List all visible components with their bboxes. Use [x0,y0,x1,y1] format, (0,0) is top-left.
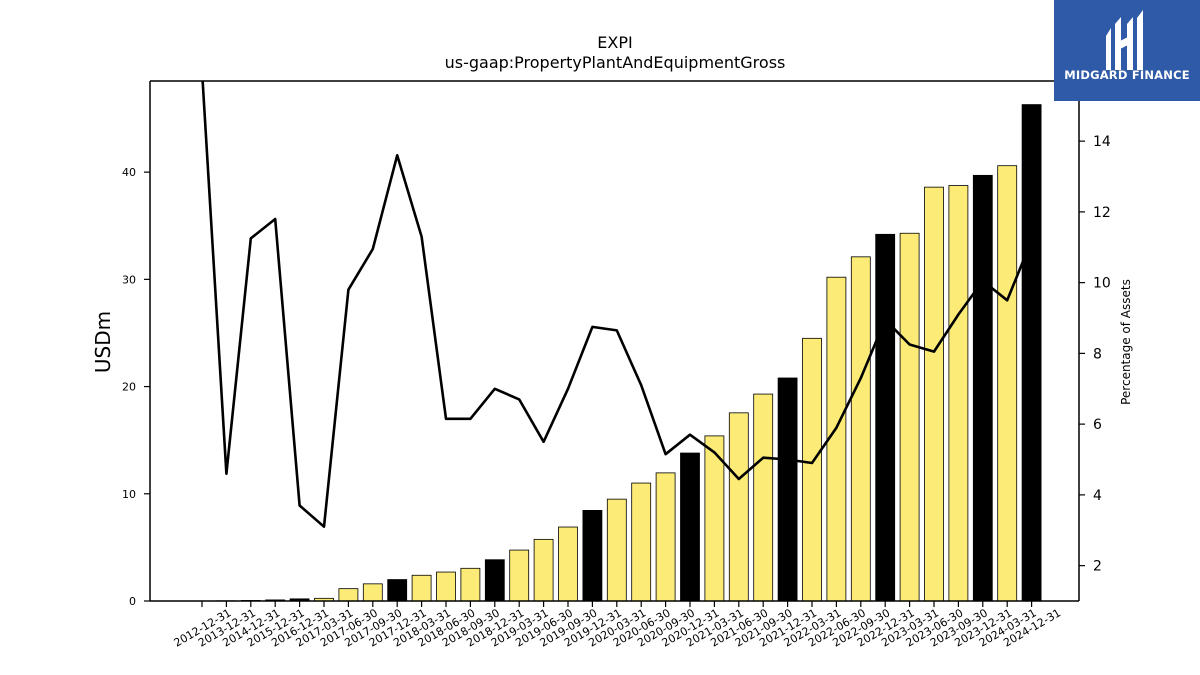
y-tick-label: 10 [122,488,136,501]
y2-axis-label: Percentage of Assets [1119,279,1133,405]
bar-2021-06-30 [728,412,749,602]
axes [144,80,1085,607]
bar-2024-03-31 [997,165,1018,602]
bar-2020-09-30 [655,472,676,602]
y-tick-label: 0 [129,595,136,608]
bar-2019-06-30 [533,538,554,602]
bar-2020-12-31 [680,452,700,602]
y2-tick-label: 14 [1093,134,1111,150]
bar-2018-06-30 [436,571,456,602]
y2-tick-label: 6 [1093,417,1102,433]
bar-2023-06-30 [924,186,944,602]
percentage-of-assets-line [201,81,1033,529]
logo: MIDGARD FINANCE [1054,0,1200,101]
logo-text: MIDGARD FINANCE [1064,68,1190,82]
y-axis-label: USDm [91,311,115,373]
bar-2023-12-31 [972,174,993,602]
bar-2022-03-31 [802,337,822,602]
chart-subtitle: us-gaap:PropertyPlantAndEquipmentGross [444,53,786,72]
bar-2022-09-30 [850,256,871,602]
bar-2023-03-31 [899,232,920,602]
y2-tick-label: 4 [1093,488,1102,504]
chart-title: EXPI [597,33,633,52]
bar-2021-12-31 [777,377,798,602]
bar-2017-09-30 [362,583,383,602]
bar-2023-09-30 [948,185,969,602]
bar-2017-06-30 [338,588,359,602]
logo-mark-icon [1106,10,1143,70]
bar-2019-09-30 [558,526,578,602]
bar-2022-12-31 [875,233,896,602]
bar-2020-06-30 [631,482,652,602]
y2-tick-label: 12 [1093,205,1111,221]
y2-tick-labels: 2 4 6 8 10 12 14 [1093,134,1111,574]
y-tick-label: 20 [122,381,136,394]
y2-tick-label: 10 [1093,276,1111,292]
bar-2020-03-31 [606,498,627,602]
y-tick-labels: 0 10 20 30 40 [122,166,136,608]
y2-tick-label: 8 [1093,346,1102,362]
bar-2018-12-31 [484,559,505,602]
bar-2019-03-31 [509,549,530,602]
bar-2021-09-30 [753,393,774,602]
bar-2017-12-31 [387,579,408,602]
bar-2024-12-31 [1021,104,1042,602]
line-series [201,81,1033,529]
y2-tick-label: 2 [1093,559,1102,575]
x-tick-labels: 2012-12-312013-12-312014-12-312015-12-31… [172,606,1063,649]
bar-2018-03-31 [411,574,432,602]
bar-2019-12-31 [582,510,603,602]
y-tick-label: 40 [122,166,136,179]
bar-2018-09-30 [460,567,481,602]
bar-series [216,104,1042,602]
y-tick-label: 30 [122,273,136,286]
